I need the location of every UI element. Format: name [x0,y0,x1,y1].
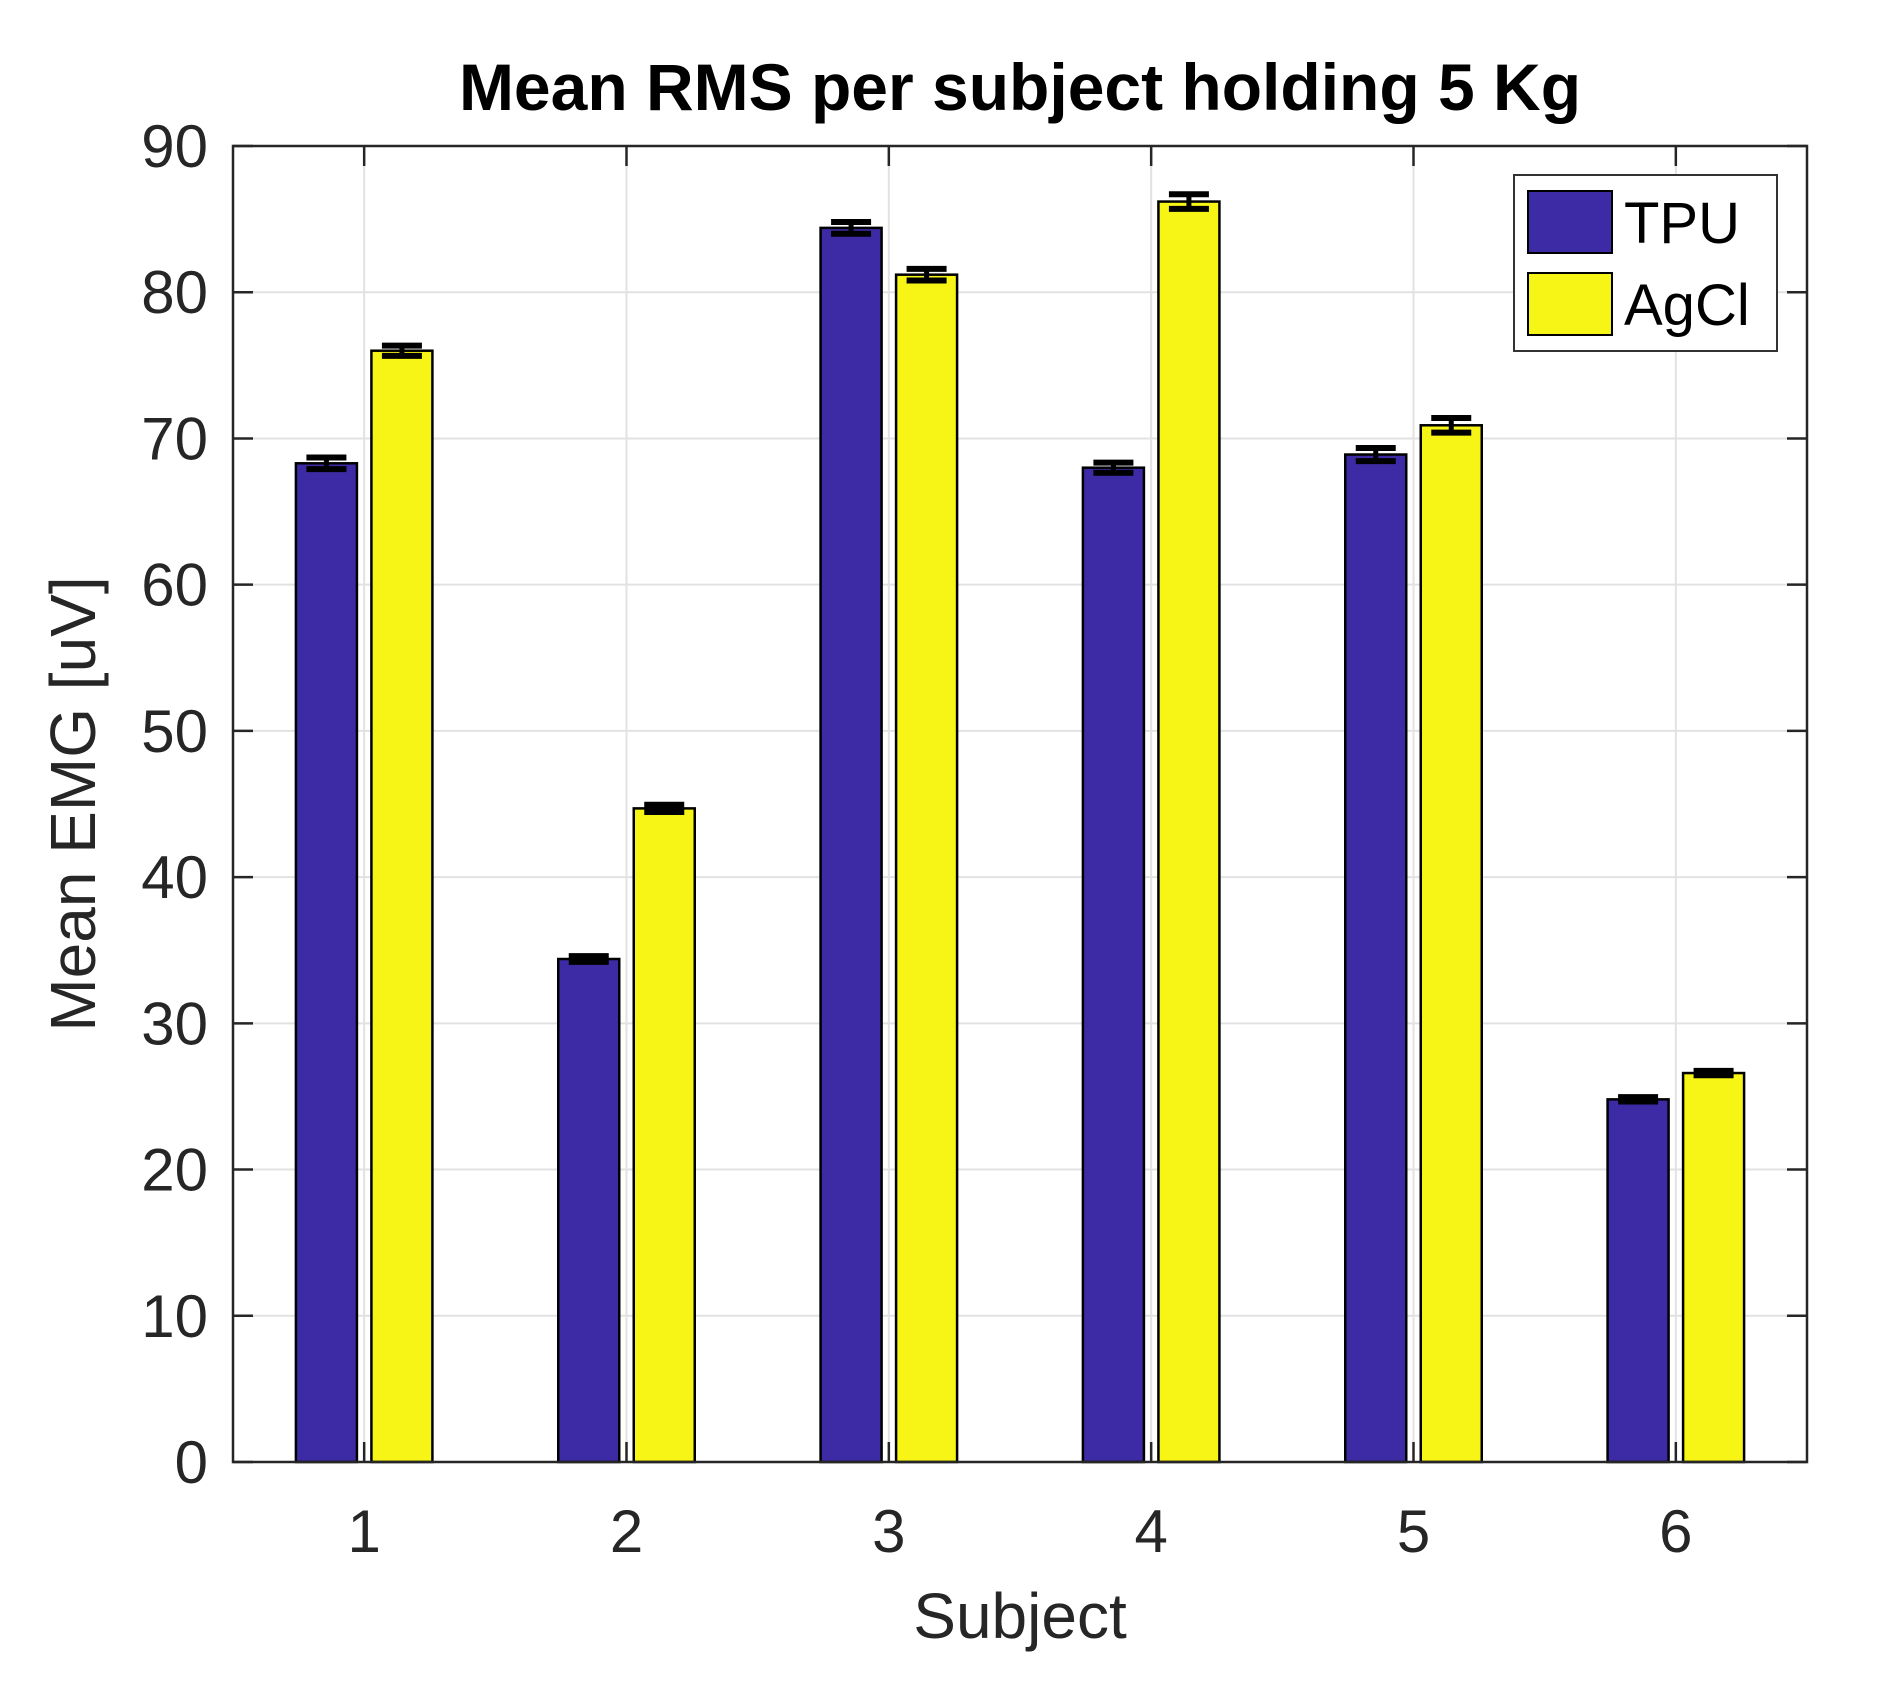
x-tick-label-2: 2 [610,1498,643,1565]
x-axis-label: Subject [913,1580,1127,1652]
ticks-layer [233,144,1807,1464]
x-tick-label-6: 6 [1659,1498,1692,1565]
x-tick-label-5: 5 [1397,1498,1430,1565]
bar-agcl-subject-1 [370,349,434,1464]
bar-tpu-subject-1 [294,462,359,1464]
bar-agcl-subject-3 [894,273,959,1464]
legend: TPU AgCl [1513,174,1778,352]
y-tick-label-20: 20 [141,1137,208,1204]
legend-swatch-agcl [1527,272,1613,336]
bar-tpu-subject-5 [1344,453,1408,1464]
x-tick-label-1: 1 [347,1498,380,1565]
y-tick-label-0: 0 [175,1429,208,1496]
y-tick-label-50: 50 [141,698,208,765]
bar-tpu-subject-2 [557,957,621,1464]
y-tick-label-70: 70 [141,405,208,472]
grid-layer [233,146,1807,1462]
legend-swatch-tpu [1527,190,1613,254]
axis-box [231,144,1809,1464]
tick-labels-layer: 0 10 20 30 40 50 60 70 80 90 1 2 3 4 5 6 [141,113,1692,1565]
y-tick-label-30: 30 [141,990,208,1057]
legend-label-tpu: TPU [1624,191,1740,256]
bar-agcl-subject-5 [1419,424,1483,1464]
y-tick-label-90: 90 [141,113,208,180]
plot-area-background [233,146,1807,1462]
y-tick-label-60: 60 [141,552,208,619]
y-tick-label-40: 40 [141,844,208,911]
bar-agcl-subject-6 [1681,1071,1746,1464]
legend-label-agcl: AgCl [1624,273,1750,338]
bars-layer [294,191,1746,1464]
bar-tpu-subject-6 [1606,1098,1670,1464]
x-tick-label-4: 4 [1134,1498,1167,1565]
x-tick-label-3: 3 [872,1498,905,1565]
y-tick-label-10: 10 [141,1283,208,1350]
chart-title: Mean RMS per subject holding 5 Kg [459,50,1581,124]
bar-tpu-subject-3 [819,226,883,1464]
bar-agcl-subject-2 [632,807,696,1464]
bar-tpu-subject-4 [1081,466,1146,1464]
y-tick-label-80: 80 [141,259,208,326]
y-axis-label: Mean EMG [uV] [37,576,109,1031]
bar-agcl-subject-4 [1157,200,1221,1464]
